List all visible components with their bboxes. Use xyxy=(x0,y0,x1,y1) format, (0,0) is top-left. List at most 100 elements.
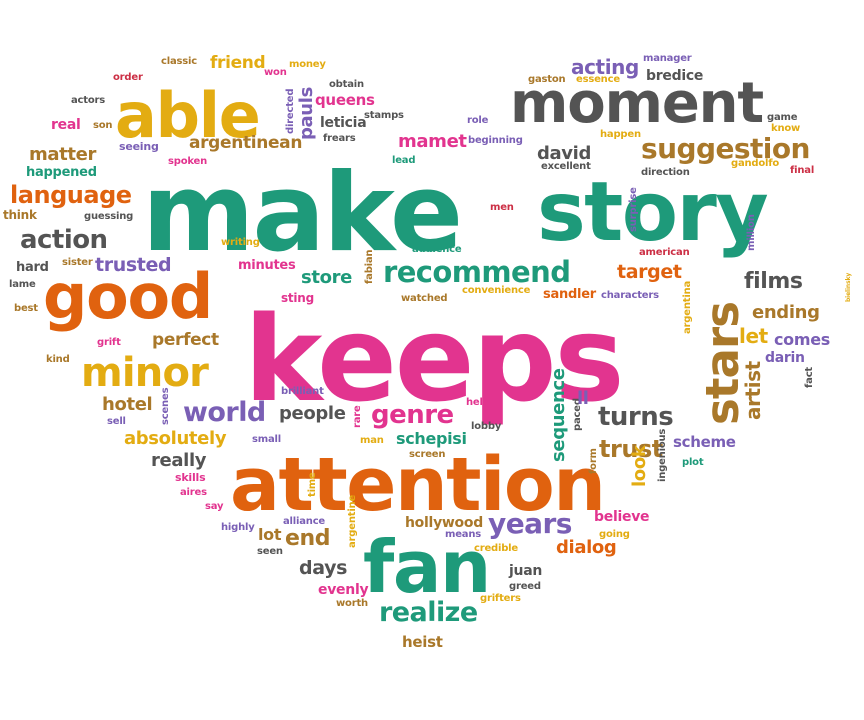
cloud-word-recommend: recommend xyxy=(383,255,570,289)
cloud-word-lobby: lobby xyxy=(471,421,502,432)
cloud-word-characters: characters xyxy=(601,290,659,301)
cloud-word-days: days xyxy=(299,557,347,579)
cloud-word-good: good xyxy=(43,260,212,333)
cloud-word-fact: fact xyxy=(804,367,815,388)
cloud-word-make: make xyxy=(142,151,461,276)
cloud-word-suggestion: suggestion xyxy=(641,132,810,165)
cloud-word-darin: darin xyxy=(765,350,805,366)
cloud-word-grift: grift xyxy=(97,337,121,348)
cloud-word-sandler: sandler xyxy=(543,287,597,302)
cloud-word-ending: ending xyxy=(752,302,820,323)
cloud-word-years: years xyxy=(488,507,572,540)
cloud-word-happened: happened xyxy=(26,165,97,180)
cloud-word-acting: acting xyxy=(571,55,639,79)
cloud-word-obtain: obtain xyxy=(329,79,364,90)
cloud-word-kind: kind xyxy=(46,354,70,365)
cloud-word-stars: stars xyxy=(696,302,749,425)
cloud-word-man: man xyxy=(360,435,384,446)
cloud-word-hollywood: hollywood xyxy=(405,515,483,531)
cloud-word-perfect: perfect xyxy=(152,330,219,350)
cloud-word-comes: comes xyxy=(774,330,830,349)
cloud-word-seeing: seeing xyxy=(119,140,159,153)
cloud-word-game: game xyxy=(767,112,798,123)
cloud-word-surprise: surprise xyxy=(628,187,639,232)
cloud-word-happen: happen xyxy=(600,129,641,140)
cloud-word-frears: frears xyxy=(323,133,356,144)
cloud-word-form: form xyxy=(588,448,599,474)
cloud-word-lame: lame xyxy=(9,279,36,290)
cloud-word-scheme: scheme xyxy=(673,433,736,451)
cloud-word-screen: screen xyxy=(409,449,445,460)
cloud-word-artist: artist xyxy=(741,360,765,420)
cloud-word-story: story xyxy=(537,165,767,260)
cloud-word-think: think xyxy=(3,208,38,222)
cloud-word-watched: watched xyxy=(401,293,447,304)
cloud-word-classic: classic xyxy=(161,56,197,67)
cloud-word-best: best xyxy=(14,303,38,314)
cloud-word-sting: sting xyxy=(281,291,314,305)
cloud-word-fan: fan xyxy=(363,525,490,609)
cloud-word-argentina: argentina xyxy=(682,281,693,334)
cloud-word-store: store xyxy=(301,267,352,288)
cloud-word-gandolfo: gandolfo xyxy=(731,158,779,169)
cloud-word-scenes: scenes xyxy=(160,387,171,425)
cloud-word-skills: skills xyxy=(175,471,206,484)
cloud-word-look: look xyxy=(629,444,650,487)
cloud-word-attention: attention xyxy=(230,442,605,528)
cloud-word-son: son xyxy=(93,120,112,131)
cloud-word-trusted: trusted xyxy=(95,254,171,276)
cloud-word-absolutely: absolutely xyxy=(124,428,227,449)
cloud-word-films: films xyxy=(744,269,803,294)
cloud-word-hard: hard xyxy=(16,260,49,275)
cloud-word-action: action xyxy=(20,225,108,255)
cloud-word-know: know xyxy=(771,123,800,134)
cloud-word-evenly: evenly xyxy=(318,582,368,598)
cloud-word-heist: heist xyxy=(402,633,443,651)
cloud-word-going: going xyxy=(599,529,630,540)
cloud-word-bredice: bredice xyxy=(646,68,703,84)
cloud-word-grifters: grifters xyxy=(480,593,521,604)
cloud-word-language: language xyxy=(10,181,132,209)
cloud-word-matter: matter xyxy=(29,144,97,165)
cloud-word-small: small xyxy=(252,434,281,445)
cloud-word-sequence: sequence xyxy=(548,368,569,462)
cloud-word-argentine: argentine xyxy=(347,495,358,548)
cloud-word-final: final xyxy=(790,165,814,176)
cloud-word-order: order xyxy=(113,72,143,83)
cloud-word-highly: highly xyxy=(221,522,255,533)
cloud-word-believe: believe xyxy=(594,509,649,525)
cloud-word-target: target xyxy=(617,261,682,283)
cloud-word-leticia: leticia xyxy=(320,115,366,131)
cloud-word-end: end xyxy=(285,526,330,551)
cloud-word-able: able xyxy=(115,79,260,152)
cloud-word-pauls: pauls xyxy=(296,87,317,140)
cloud-word-people: people xyxy=(279,403,346,424)
cloud-word-bielinsky: bielinsky xyxy=(845,273,852,302)
cloud-word-say: say xyxy=(205,501,224,512)
cloud-word-help: help xyxy=(466,397,490,408)
cloud-word-juan: juan xyxy=(508,563,542,579)
cloud-word-worth: worth xyxy=(336,598,368,609)
cloud-word-sister: sister xyxy=(62,257,93,268)
cloud-word-aires: aires xyxy=(180,487,207,498)
cloud-word-fabian: fabian xyxy=(364,250,375,284)
cloud-word-minutes: minutes xyxy=(238,258,296,273)
cloud-word-seen: seen xyxy=(257,546,283,557)
cloud-word-friend: friend xyxy=(210,53,265,73)
cloud-word-means: means xyxy=(445,529,481,540)
cloud-word-really: really xyxy=(151,450,207,471)
cloud-word-gaston: gaston xyxy=(528,74,566,85)
cloud-word-paced: paced xyxy=(572,398,583,431)
cloud-word-hotel: hotel xyxy=(102,394,152,415)
cloud-word-greed: greed xyxy=(509,581,541,592)
cloud-word-convenience: convenience xyxy=(462,285,531,296)
cloud-word-role: role xyxy=(467,115,489,126)
cloud-word-lot: lot xyxy=(258,525,282,544)
cloud-word-audience: audience xyxy=(412,244,462,255)
cloud-word-mamet: mamet xyxy=(398,131,467,152)
cloud-word-ingenious: ingenious xyxy=(657,429,668,482)
cloud-word-directed: directed xyxy=(285,89,296,134)
cloud-word-won: won xyxy=(264,67,287,78)
